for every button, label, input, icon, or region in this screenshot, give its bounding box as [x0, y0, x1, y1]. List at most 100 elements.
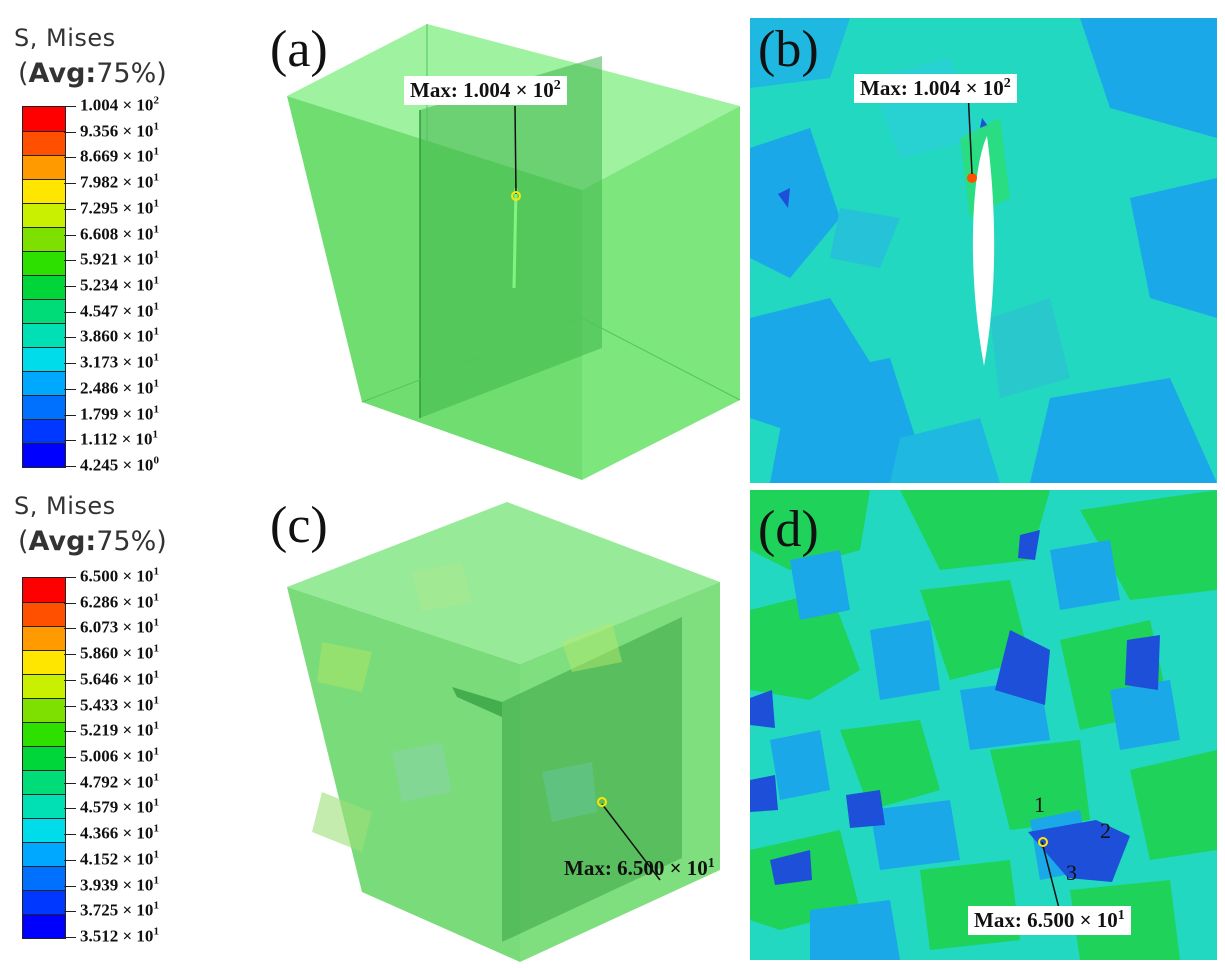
legend-value: 6.286 × 101: [80, 591, 159, 612]
legend-swatch: [23, 299, 65, 323]
legend-value: 4.579 × 101: [80, 796, 159, 817]
legend-value: 3.939 × 101: [80, 874, 159, 895]
legend-value: 5.860 × 101: [80, 642, 159, 663]
grain-marker-2: 2: [1100, 818, 1111, 843]
legend-value: 1.004 × 102: [80, 94, 159, 115]
legend-tick: [64, 389, 76, 390]
legend-swatch: [23, 674, 65, 698]
legend-avg: (Avg:75%): [18, 58, 167, 89]
legend-swatch: [23, 722, 65, 746]
legend-tick: [64, 937, 76, 938]
legend-value: 5.646 × 101: [80, 668, 159, 689]
legend-tick: [64, 577, 76, 578]
legend-swatch: [23, 275, 65, 299]
legend-swatch: [23, 914, 65, 938]
legend-tick: [64, 680, 76, 681]
legend-title: S, Mises: [14, 492, 116, 520]
max-callout: Max: 6.500 × 101: [564, 856, 715, 880]
legend-swatch: [23, 203, 65, 227]
legend-swatch: [23, 890, 65, 914]
legend-swatch: [23, 818, 65, 842]
panel-b: (b) Max: 1.004 × 102: [750, 18, 1217, 483]
legend-value: 7.295 × 101: [80, 197, 159, 218]
panel-c: (c) Max: 6.500 × 101: [262, 492, 742, 968]
legend-value: 3.173 × 101: [80, 351, 159, 372]
legend-swatch: [23, 650, 65, 674]
grain-contour-map: [750, 490, 1217, 960]
legend-title: S, Mises: [14, 24, 116, 52]
legend-tick: [64, 706, 76, 707]
legend-top: S, Mises (Avg:75%) 1.004 × 102 9.356 × 10…: [0, 0, 260, 480]
legend-swatch: [23, 131, 65, 155]
legend-swatch: [23, 626, 65, 650]
legend-tick: [64, 260, 76, 261]
grain-contour-map: [750, 18, 1217, 483]
panel-label: (c): [270, 497, 328, 554]
legend-value: 6.608 × 101: [80, 223, 159, 244]
legend-swatch: [23, 443, 65, 467]
cube-crack-model: [287, 24, 741, 480]
legend-tick: [64, 363, 76, 364]
legend-swatch: [23, 746, 65, 770]
legend-tick: [64, 337, 76, 338]
panel-label: (b): [758, 21, 819, 78]
legend-tick: [64, 886, 76, 887]
legend-swatch: [23, 251, 65, 275]
legend-tick: [64, 132, 76, 133]
legend-value: 3.725 × 101: [80, 899, 159, 920]
legend-swatch: [23, 371, 65, 395]
legend-swatch: [23, 698, 65, 722]
legend-tick: [64, 603, 76, 604]
legend-swatch: [23, 770, 65, 794]
color-scale: [22, 106, 66, 468]
legend-tick: [64, 183, 76, 184]
legend-value: 6.500 × 101: [80, 565, 159, 586]
legend-swatch: [23, 155, 65, 179]
legend-tick: [64, 654, 76, 655]
max-callout: Max: 1.004 × 102: [854, 74, 1017, 103]
legend-value: 3.512 × 101: [80, 925, 159, 946]
legend-value: 5.234 × 101: [80, 274, 159, 295]
cube-polycrystal-model: [287, 502, 720, 962]
legend-swatch: [23, 179, 65, 203]
legend-value: 4.792 × 101: [80, 771, 159, 792]
legend-tick: [64, 312, 76, 313]
max-callout: Max: 6.500 × 101: [968, 906, 1131, 935]
legend-tick: [64, 106, 76, 107]
legend-tick: [64, 860, 76, 861]
legend-value: 5.433 × 101: [80, 694, 159, 715]
legend-tick: [64, 209, 76, 210]
legend-value: 8.669 × 101: [80, 145, 159, 166]
legend-value: 1.799 × 101: [80, 403, 159, 424]
legend-tick: [64, 731, 76, 732]
panel-d: (d) 1 2 3 Max: 6.500 × 101: [750, 490, 1217, 960]
legend-swatch: [23, 395, 65, 419]
color-scale: [22, 577, 66, 939]
legend-tick: [64, 415, 76, 416]
legend-tick: [64, 440, 76, 441]
legend-swatch: [23, 842, 65, 866]
legend-value: 4.547 × 101: [80, 300, 159, 321]
grain-marker-3: 3: [1066, 860, 1077, 885]
legend-swatch: [23, 602, 65, 626]
legend-swatch: [23, 419, 65, 443]
legend-tick: [64, 466, 76, 467]
legend-value: 9.356 × 101: [80, 120, 159, 141]
legend-value: 5.006 × 101: [80, 745, 159, 766]
legend-bottom: S, Mises (Avg:75%) 6.500 × 101 6.286 × 10…: [0, 0, 260, 968]
legend-swatch: [23, 227, 65, 251]
legend-value: 1.112 × 101: [80, 428, 158, 449]
legend-swatch: [23, 347, 65, 371]
legend-value: 3.860 × 101: [80, 325, 159, 346]
panel-a: (a) Max: 1.004 × 102: [262, 18, 742, 483]
legend-tick: [64, 834, 76, 835]
legend-tick: [64, 157, 76, 158]
grain-marker-1: 1: [1034, 792, 1045, 817]
legend-avg: (Avg:75%): [18, 526, 167, 557]
legend-value: 4.245 × 100: [80, 454, 159, 475]
legend-value: 4.152 × 101: [80, 848, 159, 869]
legend-tick: [64, 783, 76, 784]
legend-value: 7.982 × 101: [80, 171, 159, 192]
legend-value: 5.921 × 101: [80, 248, 159, 269]
legend-tick: [64, 911, 76, 912]
